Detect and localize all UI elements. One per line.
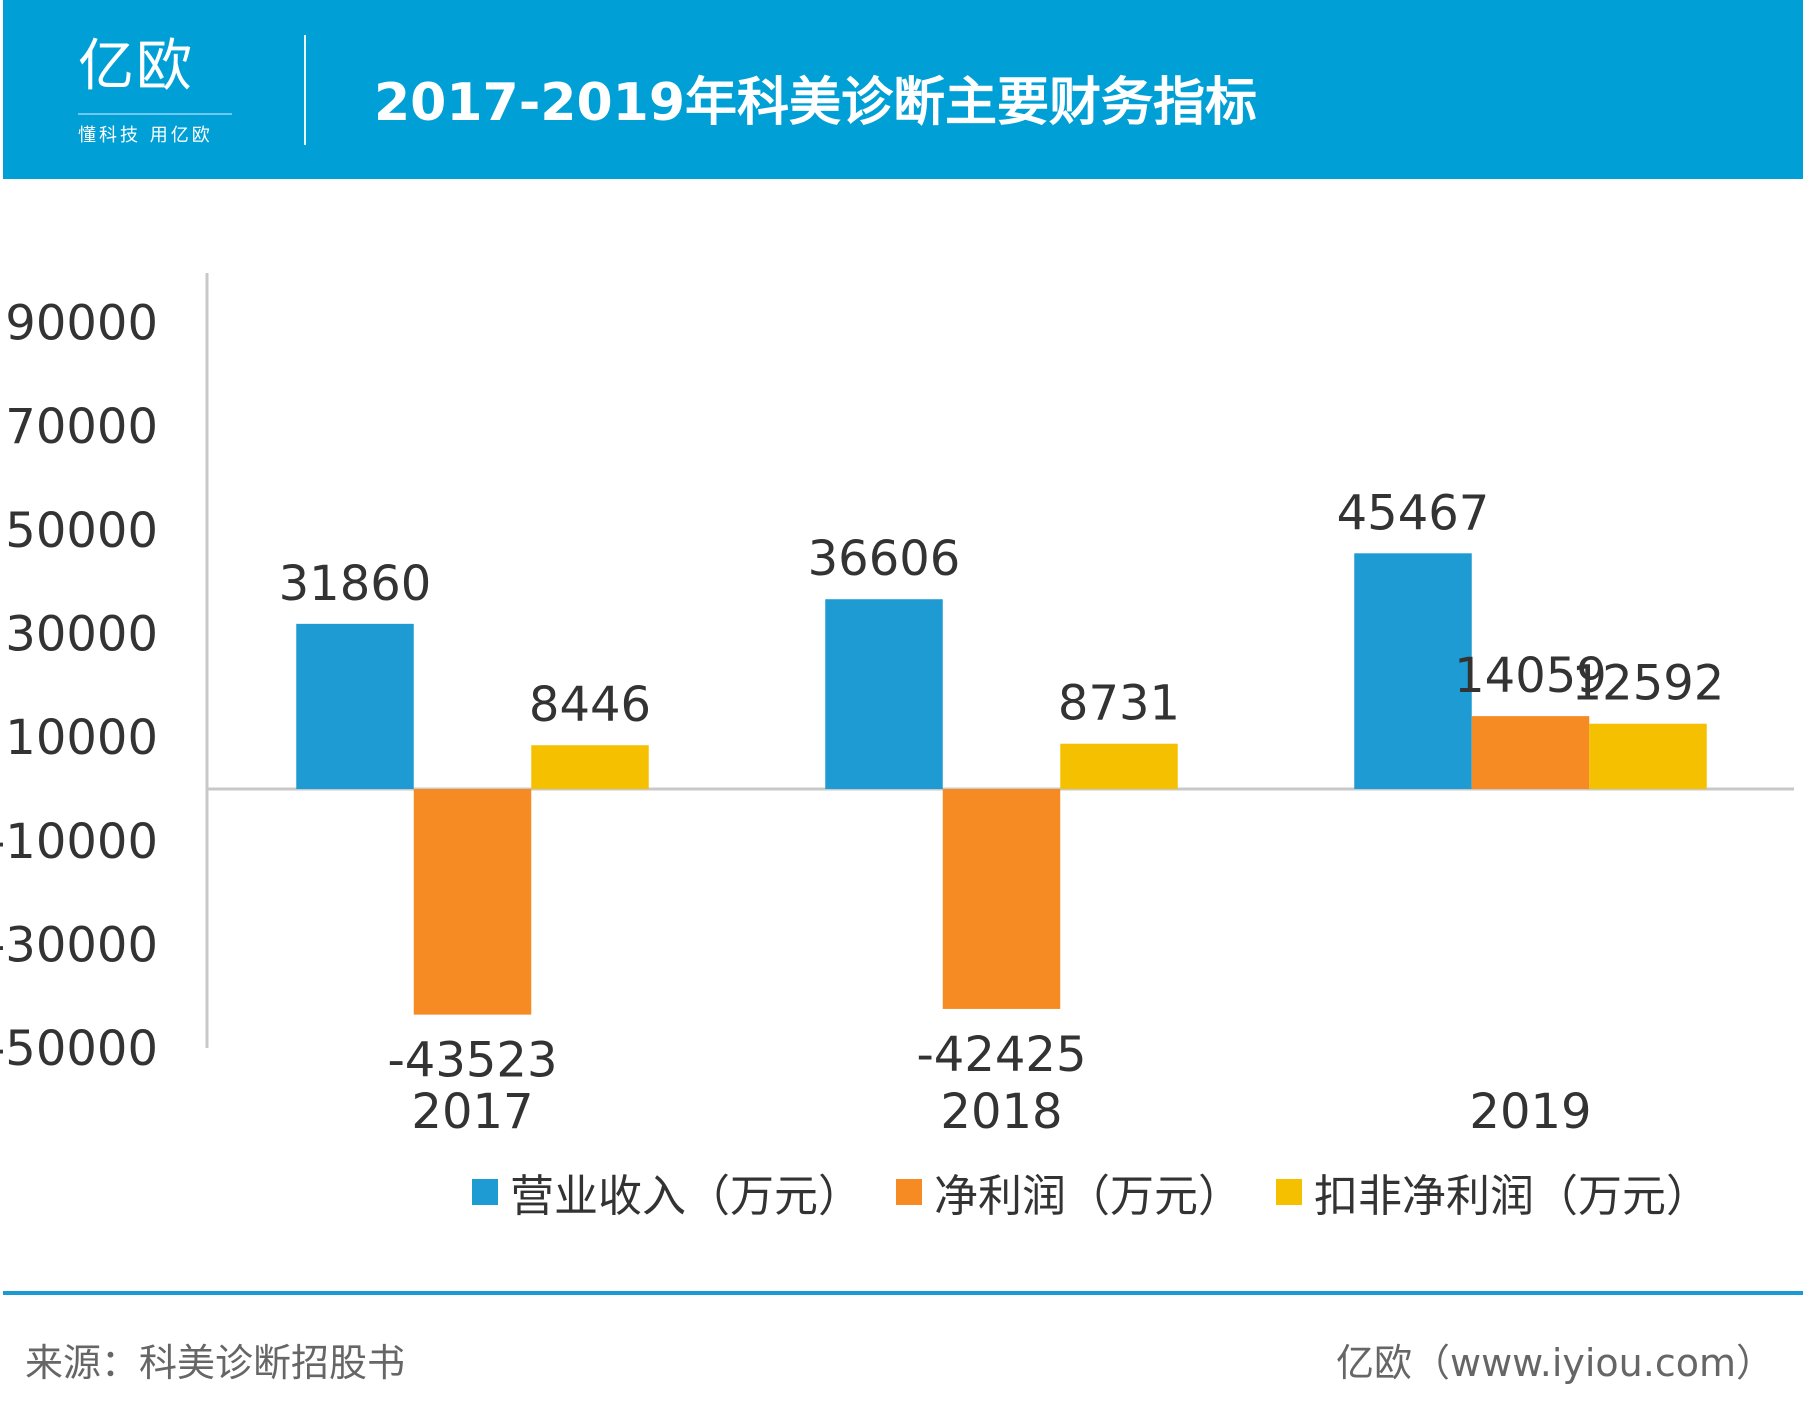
x-tick-label: 2019 xyxy=(1469,1084,1591,1140)
y-tick-label: 10000 xyxy=(5,710,158,766)
data-label: 36606 xyxy=(808,531,961,587)
bar xyxy=(413,789,532,1015)
header-banner: 亿欧 懂科技 用亿欧 2017-2019年科美诊断主要财务指标 xyxy=(3,0,1803,179)
legend-label: 营业收入（万元） xyxy=(510,1171,862,1222)
data-label: 12592 xyxy=(1572,656,1725,712)
data-label: -43523 xyxy=(387,1033,557,1089)
bar xyxy=(1060,743,1178,789)
bar xyxy=(1471,716,1590,789)
footer-divider xyxy=(3,1291,1803,1295)
data-label: 31860 xyxy=(279,556,432,612)
logo-text: 亿欧 xyxy=(78,34,194,99)
bar xyxy=(1589,723,1707,789)
credit-note: 亿欧（www.iyiou.com） xyxy=(1335,1341,1774,1385)
y-tick-label: -30000 xyxy=(0,918,158,974)
y-tick-label: 30000 xyxy=(5,606,158,662)
y-tick-label: -50000 xyxy=(0,1021,158,1077)
legend-swatch-revenue xyxy=(472,1179,498,1205)
logo-slogan: 懂科技 用亿欧 xyxy=(78,125,213,146)
y-tick-label: 50000 xyxy=(5,503,158,559)
x-tick-label: 2017 xyxy=(411,1084,533,1140)
bar xyxy=(296,623,414,789)
data-label: -42425 xyxy=(916,1027,1086,1083)
data-label: 8446 xyxy=(529,677,651,733)
legend: 营业收入（万元） 净利润（万元） 扣非净利润（万元） xyxy=(472,1160,1710,1224)
logo-underline xyxy=(78,113,232,115)
bar-chart: 90000 70000 50000 30000 10000 -10000 -30000 -50… xyxy=(0,273,1794,1140)
legend-item-revenue: 营业收入（万元） xyxy=(472,1160,862,1224)
legend-label: 净利润（万元） xyxy=(934,1171,1242,1222)
legend-item-adj-net-profit: 扣非净利润（万元） xyxy=(1276,1160,1710,1224)
chart-title: 2017-2019年科美诊断主要财务指标 xyxy=(374,73,1258,133)
bar xyxy=(531,745,649,789)
data-label: 14059 xyxy=(1454,648,1607,704)
header-divider xyxy=(304,35,306,145)
data-label: 45467 xyxy=(1337,485,1490,541)
bar xyxy=(825,599,943,789)
y-tick-label: -10000 xyxy=(0,814,158,870)
legend-swatch-adj-net-profit xyxy=(1276,1179,1302,1205)
y-tick-label: 70000 xyxy=(5,399,158,455)
bar xyxy=(942,789,1061,1009)
source-note: 来源：科美诊断招股书 xyxy=(25,1341,406,1385)
y-tick-label: 90000 xyxy=(5,295,158,351)
legend-swatch-net-profit xyxy=(896,1179,922,1205)
data-label: 8731 xyxy=(1058,676,1180,732)
iyiou-logo: 亿欧 懂科技 用亿欧 xyxy=(78,34,234,146)
legend-item-net-profit: 净利润（万元） xyxy=(896,1160,1242,1224)
x-tick-label: 2018 xyxy=(940,1084,1062,1140)
legend-label: 扣非净利润（万元） xyxy=(1314,1171,1710,1222)
bar xyxy=(1354,553,1472,789)
